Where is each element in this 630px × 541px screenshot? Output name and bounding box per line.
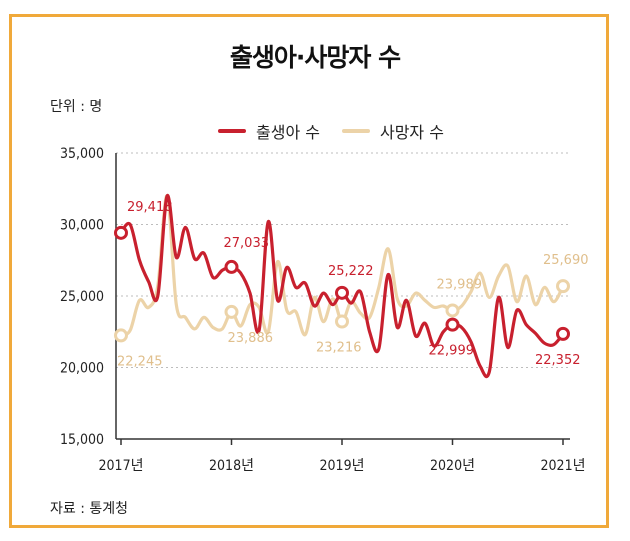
unit-label: 단위 : 명	[50, 99, 103, 115]
y-tick-label: 25,000	[60, 289, 104, 305]
deaths-data-label: 22,245	[117, 354, 163, 369]
births-marker	[335, 285, 349, 300]
births-data-label: 25,222	[328, 264, 374, 279]
deaths-data-label: 23,989	[437, 277, 483, 292]
deaths-marker	[335, 314, 349, 329]
births-marker	[556, 326, 570, 341]
births-marker	[114, 225, 128, 240]
births-marker	[224, 259, 239, 274]
y-tick-label: 30,000	[60, 218, 104, 234]
x-tick-label: 2017년	[99, 458, 144, 474]
legend-item-births: 출생아 수	[218, 119, 320, 143]
y-tick-label: 20,000	[60, 361, 104, 377]
x-tick-label: 2019년	[320, 458, 365, 474]
births-data-label: 22,352	[535, 353, 581, 368]
births-marker	[445, 317, 460, 332]
deaths-marker	[556, 279, 570, 294]
deaths-marker	[445, 303, 460, 318]
births-data-label: 27,033	[224, 236, 270, 251]
x-tick-label: 2018년	[209, 458, 254, 474]
x-tick-label: 2021년	[541, 458, 586, 474]
births-data-label: 29,418	[127, 200, 173, 215]
y-tick-label: 35,000	[60, 146, 104, 162]
x-tick-label: 2020년	[430, 458, 475, 474]
births-data-label: 22,999	[429, 344, 475, 359]
legend: 출생아 수 사망자 수	[218, 119, 466, 143]
legend-label-deaths: 사망자 수	[379, 123, 444, 142]
deaths-data-label: 23,886	[228, 331, 274, 346]
y-tick-label: 15,000	[60, 432, 104, 448]
legend-swatch-births	[218, 129, 246, 133]
deaths-marker	[224, 304, 239, 319]
chart-title: 출생아·사망자 수	[229, 43, 401, 72]
source-note: 자료 : 통계청	[50, 501, 129, 517]
deaths-data-label: 23,216	[316, 341, 362, 356]
deaths-marker	[114, 328, 128, 343]
legend-label-births: 출생아 수	[256, 123, 320, 142]
legend-item-deaths: 사망자 수	[341, 119, 444, 143]
legend-swatch-deaths	[341, 129, 370, 133]
deaths-data-label: 25,690	[543, 253, 589, 268]
